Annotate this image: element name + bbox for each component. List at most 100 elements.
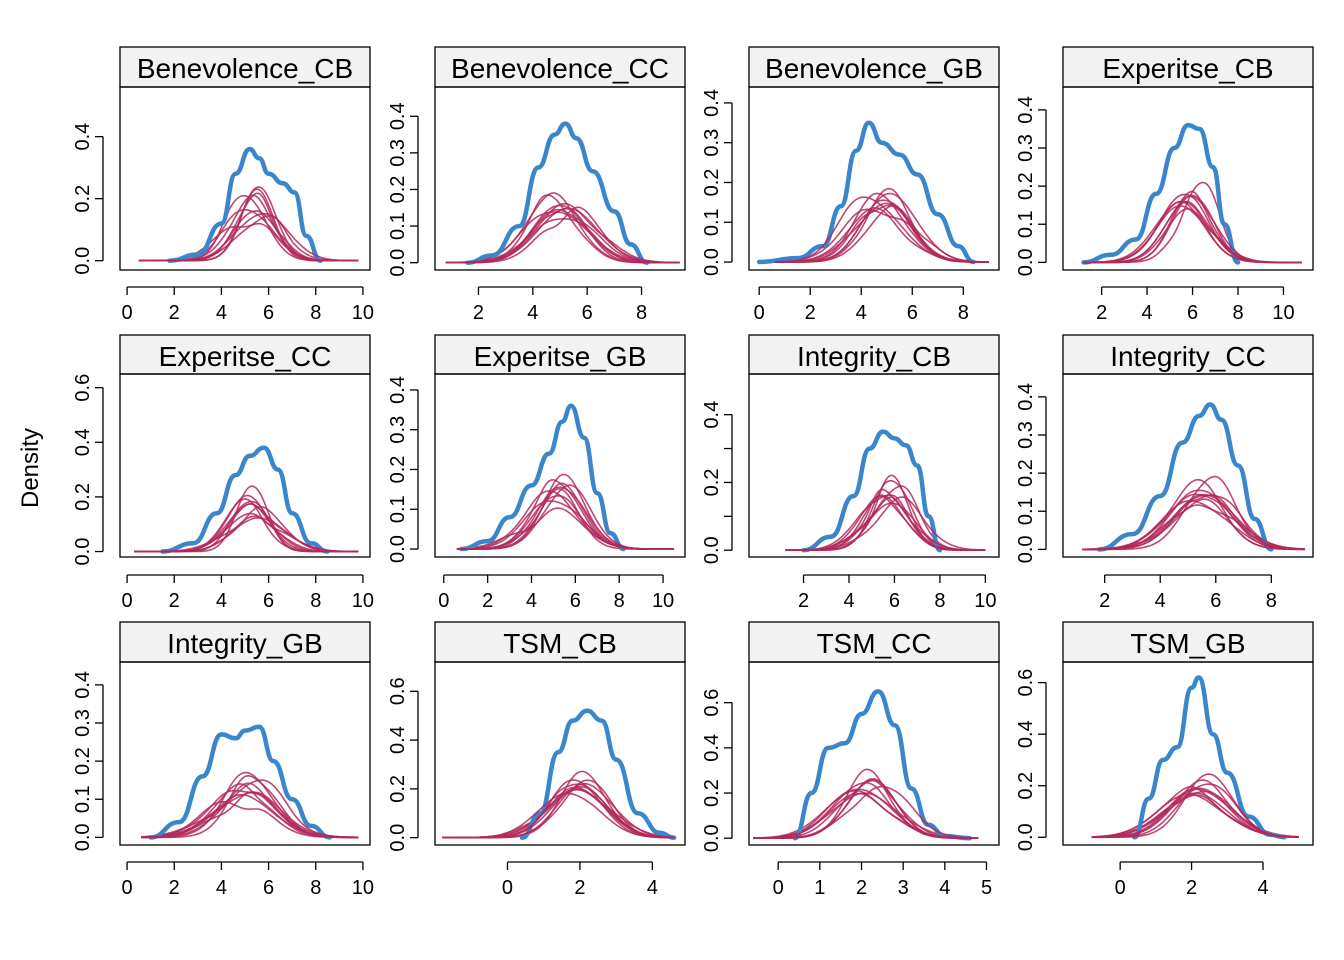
- simulated-density-curve: [138, 215, 359, 262]
- panel-TSM_CC: TSM_CC 0 1 2 3 4 5 0.0 0.2 0.4 0.6: [701, 621, 1000, 899]
- x-tick-label: 4: [216, 590, 227, 612]
- y-tick-label: 0.2: [72, 747, 94, 775]
- simulated-density-curve: [774, 202, 989, 263]
- y-tick-label: 0.2: [72, 185, 94, 213]
- y-tick-label: 0.1: [387, 495, 409, 523]
- x-tick-label: 4: [216, 302, 227, 324]
- x-tick-label: 4: [1257, 877, 1268, 899]
- x-tick-label: 4: [856, 302, 867, 324]
- plot-frame: [434, 86, 686, 271]
- simulated-density-curve: [445, 206, 680, 264]
- plot-frame: [1062, 86, 1314, 271]
- x-tick-label: 2: [473, 302, 484, 324]
- observed-density-curve: [1096, 402, 1274, 552]
- simulated-density-curve: [1091, 792, 1299, 838]
- x-tick-label: 2: [482, 590, 493, 612]
- x-tick-label: 0: [122, 302, 133, 324]
- curves-group: [1082, 402, 1305, 552]
- plot-frame: [119, 86, 371, 271]
- x-tick-label: 10: [352, 590, 374, 612]
- y-tick-label: 0.0: [387, 824, 409, 852]
- y-tick-label: 0.2: [701, 169, 723, 197]
- x-tick-label: 2: [1096, 302, 1107, 324]
- strip-header: [1062, 621, 1314, 663]
- observed-density-curve: [459, 403, 626, 552]
- simulated-density-curve: [753, 792, 979, 839]
- simulated-density-curve: [1091, 773, 1299, 839]
- y-tick-label: 0.3: [72, 709, 94, 737]
- y-tick-label: 0.0: [701, 248, 723, 276]
- y-tick-label: 0.0: [387, 249, 409, 277]
- y-tick-label: 0.3: [387, 416, 409, 444]
- simulated-density-curve: [1083, 200, 1302, 264]
- y-tick-label: 0.4: [1015, 96, 1037, 124]
- x-tick-label: 3: [898, 877, 909, 899]
- plot-frame: [434, 661, 686, 846]
- observed-density-curve: [1132, 675, 1287, 840]
- x-tick-label: 2: [805, 302, 816, 324]
- strip-label: Benevolence_CC: [451, 53, 669, 84]
- strip-header: [434, 621, 686, 663]
- x-tick-label: 6: [582, 302, 593, 324]
- plot-frame: [1062, 661, 1314, 846]
- x-tick-label: 6: [263, 302, 274, 324]
- x-tick-label: 6: [1210, 590, 1221, 612]
- simulated-density-curve: [141, 774, 359, 839]
- observed-density-curve: [167, 146, 323, 263]
- plot-frame: [748, 373, 1000, 558]
- observed-density-curve: [465, 121, 650, 265]
- strip-header: [748, 621, 1000, 663]
- simulated-density-curve: [1091, 794, 1299, 838]
- simulated-density-curve: [753, 777, 979, 839]
- x-tick-label: 4: [939, 877, 950, 899]
- observed-density-curve: [792, 689, 973, 841]
- y-tick-label: 0.2: [701, 469, 723, 497]
- y-tick-label: 0.4: [701, 89, 723, 117]
- y-tick-label: 0.6: [701, 689, 723, 717]
- strip-header: [1062, 46, 1314, 88]
- x-tick-label: 10: [1272, 302, 1294, 324]
- x-tick-label: 6: [263, 590, 274, 612]
- simulated-density-curve: [134, 494, 359, 553]
- simulated-density-curve: [1091, 793, 1299, 838]
- y-tick-label: 0.0: [1015, 535, 1037, 563]
- x-tick-label: 2: [169, 590, 180, 612]
- simulated-density-curve: [141, 793, 359, 839]
- simulated-density-curve: [785, 496, 986, 551]
- simulated-density-curve: [138, 210, 359, 262]
- y-tick-label: 0.4: [387, 102, 409, 130]
- observed-density-curve: [160, 445, 330, 554]
- x-tick-label: 0: [1115, 877, 1126, 899]
- strip-header: [1062, 334, 1314, 375]
- x-tick-label: 4: [526, 590, 537, 612]
- y-tick-label: 0.0: [701, 536, 723, 564]
- y-tick-label: 0.4: [72, 428, 94, 456]
- simulated-density-curve: [445, 207, 680, 264]
- x-tick-label: 8: [310, 302, 321, 324]
- simulated-density-curve: [785, 474, 986, 551]
- x-tick-label: 0: [122, 590, 133, 612]
- simulated-density-curve: [445, 204, 680, 264]
- y-tick-label: 0.1: [387, 212, 409, 240]
- curves-group: [445, 121, 680, 265]
- simulated-density-curve: [1091, 790, 1299, 838]
- y-tick-label: 0.4: [387, 376, 409, 404]
- simulated-density-curve: [1091, 783, 1299, 839]
- x-tick-label: 8: [636, 302, 647, 324]
- y-tick-label: 0.6: [72, 374, 94, 402]
- observed-density-curve: [519, 708, 677, 840]
- x-tick-label: 4: [527, 302, 538, 324]
- simulated-density-curve: [141, 800, 359, 839]
- simulated-density-curve: [753, 792, 979, 839]
- strip-header: [434, 334, 686, 375]
- strip-label: TSM_GB: [1130, 628, 1245, 659]
- y-tick-label: 0.1: [72, 785, 94, 813]
- y-tick-label: 0.0: [1015, 823, 1037, 851]
- panel-TSM_GB: TSM_GB 0 2 4 0.0 0.2 0.4 0.6: [1015, 621, 1314, 899]
- y-tick-label: 0.2: [1015, 172, 1037, 200]
- plot-frame: [119, 661, 371, 846]
- observed-density-curve: [801, 429, 943, 553]
- y-tick-label: 0.4: [72, 671, 94, 699]
- plot-frame: [119, 373, 371, 558]
- panel-Experitse_CB: Experitse_CB 2 4 6 8 10 0.0 0.1 0.2 0.3 0.4: [1015, 46, 1314, 324]
